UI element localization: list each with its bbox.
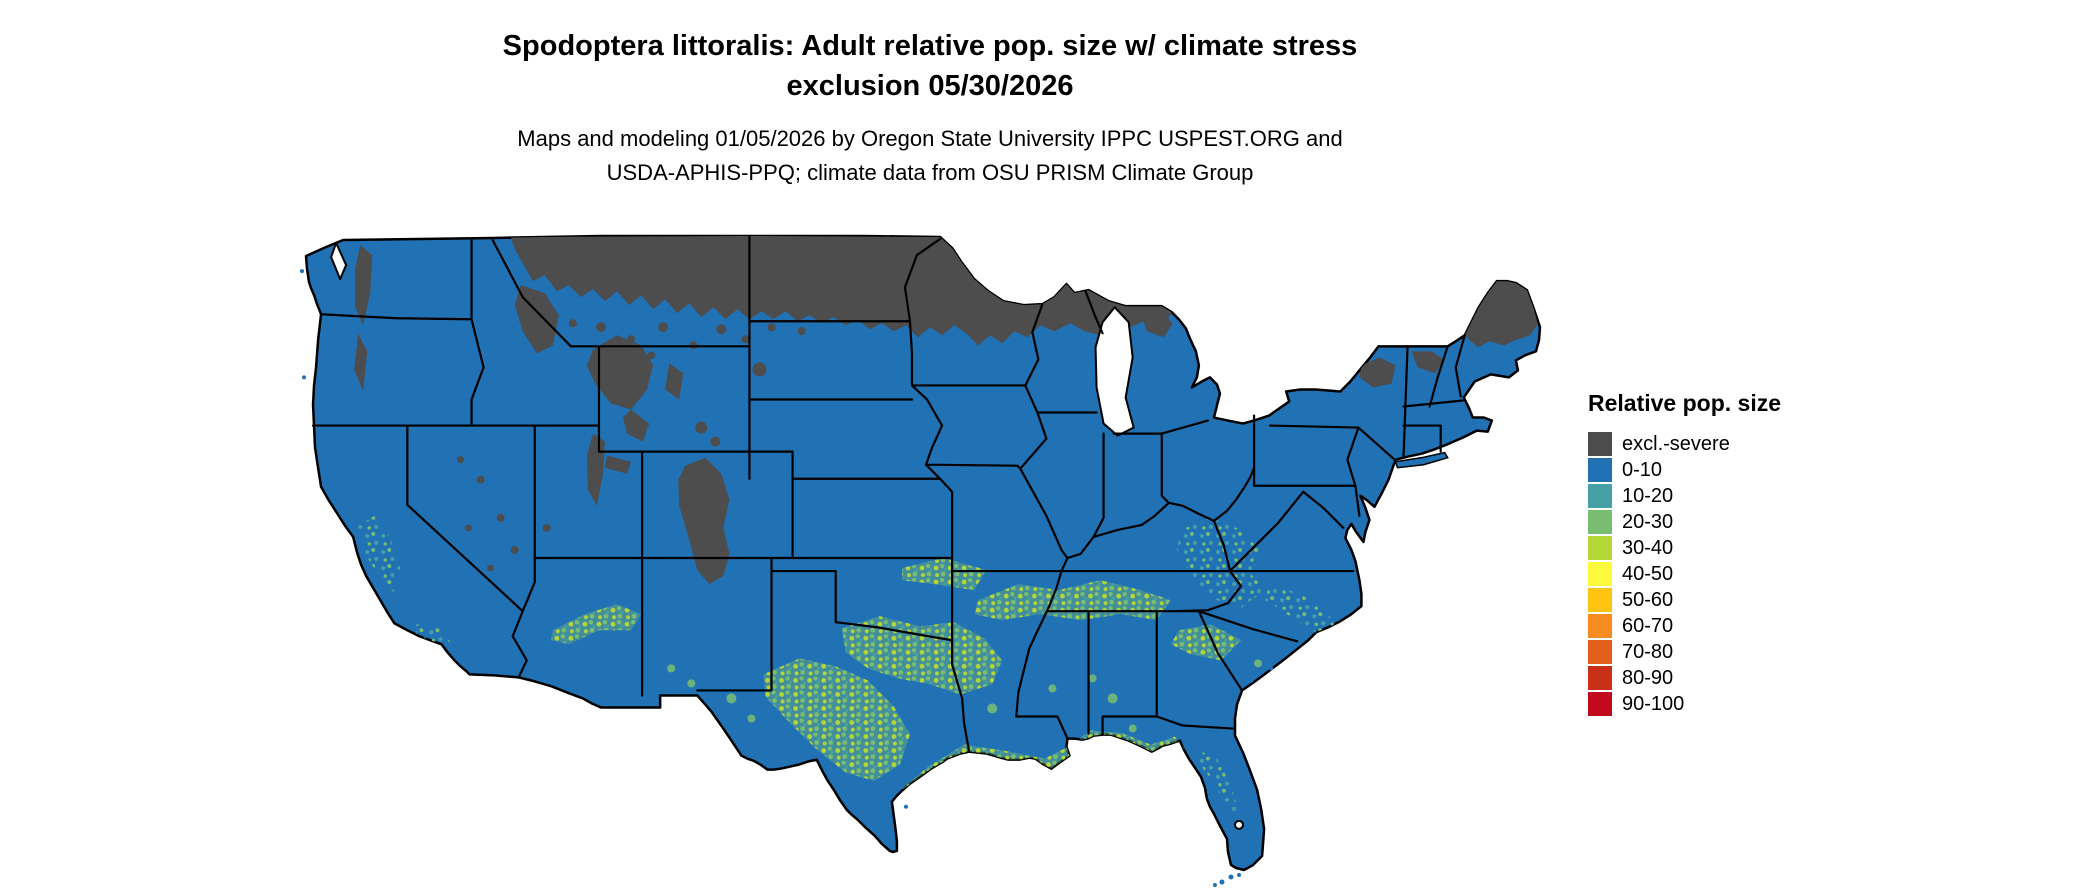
legend-label-b40: 40-50 <box>1622 562 1674 585</box>
lake-michigan <box>1094 306 1135 437</box>
legend-label-excl: excl.-severe <box>1622 432 1730 455</box>
legend-swatch-b50 <box>1588 588 1612 612</box>
low-moderate-population-regions <box>358 515 1342 815</box>
legend-items: excl.-severe 0-10 10-20 20-30 30-40 40-50 50-6… <box>1588 431 1888 717</box>
legend-swatch-b30 <box>1588 536 1612 560</box>
legend-item-b80: 80-90 <box>1588 665 1888 691</box>
legend-swatch-b60 <box>1588 614 1612 638</box>
legend-item-b30: 30-40 <box>1588 535 1888 561</box>
us-map-svg <box>300 234 1542 888</box>
great-lakes <box>330 241 1245 830</box>
legend-item-b90: 90-100 <box>1588 691 1888 717</box>
legend-label-b30: 30-40 <box>1622 536 1674 559</box>
subtitle-line-2: USDA-APHIS-PPQ; climate data from OSU PR… <box>606 160 1254 185</box>
chart-title: Spodoptera littoralis: Adult relative po… <box>0 26 1860 106</box>
legend-label-b70: 70-80 <box>1622 640 1674 663</box>
legend-swatch-b10 <box>1588 484 1612 508</box>
legend-label-b50: 50-60 <box>1622 588 1674 611</box>
title-line-2: exclusion 05/30/2026 <box>786 70 1074 102</box>
legend-item-b10: 10-20 <box>1588 483 1888 509</box>
chart-subtitle: Maps and modeling 01/05/2026 by Oregon S… <box>0 122 1860 190</box>
legend-label-b20: 20-30 <box>1622 510 1674 533</box>
subtitle-line-1: Maps and modeling 01/05/2026 by Oregon S… <box>517 126 1343 151</box>
us-map <box>300 226 1544 890</box>
legend-label-b80: 80-90 <box>1622 666 1674 689</box>
legend-item-b60: 60-70 <box>1588 613 1888 639</box>
legend-swatch-b20 <box>1588 510 1612 534</box>
legend-item-b70: 70-80 <box>1588 639 1888 665</box>
legend-item-b50: 50-60 <box>1588 587 1888 613</box>
florida-keys <box>1228 874 1234 880</box>
title-line-1: Spodoptera littoralis: Adult relative po… <box>502 30 1358 62</box>
offshore-cells <box>300 269 1449 888</box>
legend-swatch-excl <box>1588 432 1612 456</box>
legend-label-b0: 0-10 <box>1622 458 1663 481</box>
legend-label-b90: 90-100 <box>1622 692 1685 715</box>
long-island <box>1394 451 1449 469</box>
legend-swatch-b90 <box>1588 692 1612 716</box>
legend-swatch-b40 <box>1588 562 1612 586</box>
legend-item-excl: excl.-severe <box>1588 431 1888 457</box>
excluded-severe-regions <box>354 235 1538 585</box>
legend-item-b0: 0-10 <box>1588 457 1888 483</box>
legend-item-b40: 40-50 <box>1588 561 1888 587</box>
legend-item-b20: 20-30 <box>1588 509 1888 535</box>
legend-swatch-b80 <box>1588 666 1612 690</box>
legend-swatch-b70 <box>1588 640 1612 664</box>
legend-label-b60: 60-70 <box>1622 614 1674 637</box>
puget-sound <box>330 241 348 281</box>
lake-okeechobee <box>1234 819 1245 830</box>
state-borders <box>311 234 1466 753</box>
legend-label-b10: 10-20 <box>1622 484 1674 507</box>
legend-title: Relative pop. size <box>1588 390 1782 416</box>
legend: Relative pop. size excl.-severe 0-10 10-20… <box>1588 390 1888 717</box>
legend-swatch-b0 <box>1588 458 1612 482</box>
